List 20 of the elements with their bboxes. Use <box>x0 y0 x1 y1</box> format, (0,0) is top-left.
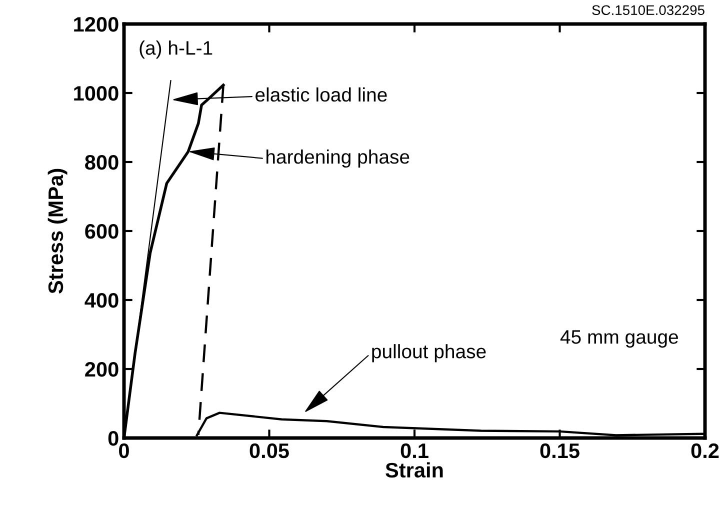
x-tick-label: 0 <box>119 443 129 458</box>
y-tick-label: 400 <box>84 293 118 308</box>
y-tick-label: 800 <box>85 155 118 170</box>
x-axis-title: Strain <box>386 462 443 478</box>
x-tick-label: 0.15 <box>540 443 580 458</box>
y-tick-label: 1200 <box>74 17 118 32</box>
y-axis-title: Stress (MPa) <box>48 168 68 294</box>
text: SC.1510E.032295 <box>592 5 704 16</box>
annotation: (a) h-L-1 <box>140 40 212 59</box>
x-tick-label: 0.1 <box>400 443 428 458</box>
x-tick-label: 0.2 <box>691 443 719 458</box>
annotation: hardening phase <box>266 149 410 168</box>
y-tick-label: 0 <box>108 431 118 446</box>
x-tick-label: 0.05 <box>250 443 289 458</box>
annotation: 45 mm gauge <box>560 330 678 348</box>
y-tick-label: 600 <box>85 224 118 239</box>
annotation: pullout phase <box>372 344 486 362</box>
y-tick-label: 1000 <box>74 86 118 101</box>
y-tick-label: 200 <box>85 362 118 377</box>
annotation: elastic load line <box>256 87 387 102</box>
